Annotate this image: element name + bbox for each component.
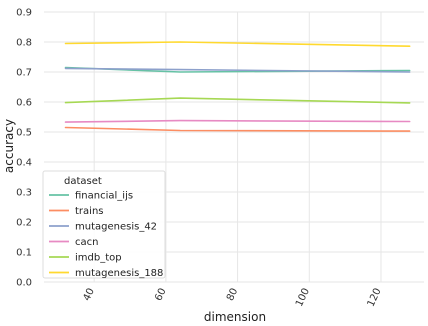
legend-box (42, 170, 166, 279)
legend-title: dataset (64, 176, 102, 187)
y-tick-label: 0.6 (16, 98, 32, 109)
y-axis-label: accuracy (2, 119, 16, 173)
series-line-trains (64, 126, 411, 132)
y-tick-label: 0.7 (16, 68, 32, 79)
x-axis-label: dimension (204, 310, 266, 324)
x-tick-label: 80 (225, 287, 240, 303)
legend-label: cacn (75, 237, 98, 248)
y-tick-labels: 0.0 0.1 0.2 0.3 0.4 0.5 0.6 0.7 0.8 0.9 (16, 8, 32, 289)
y-tick-label: 0.4 (16, 158, 32, 169)
y-tick-label: 0.1 (16, 248, 32, 259)
legend-label: mutagenesis_188 (75, 268, 163, 279)
x-tick-label: 60 (153, 287, 168, 303)
series-line-mutagenesis-42 (64, 67, 411, 73)
y-tick-label: 0.9 (16, 8, 32, 19)
y-tick-label: 0.8 (16, 38, 32, 49)
legend-label: financial_ijs (75, 191, 133, 202)
series-lines (64, 41, 411, 132)
y-tick-label: 0.5 (16, 128, 32, 139)
legend-label: mutagenesis_42 (75, 222, 157, 233)
series-line-imdb-top (64, 97, 411, 104)
legend-label: imdb_top (75, 253, 122, 264)
x-tick-label: 100 (294, 287, 312, 309)
series-line-mutagenesis-188 (64, 41, 411, 48)
y-tick-label: 0.0 (16, 278, 32, 289)
y-tick-label: 0.2 (16, 218, 32, 229)
y-tick-label: 0.3 (16, 188, 32, 199)
x-tick-label: 120 (366, 287, 384, 309)
x-tick-labels: 40 60 80 100 120 (82, 287, 384, 309)
x-tick-label: 40 (82, 287, 97, 303)
series-line-cacn (64, 119, 411, 123)
legend-label: trains (75, 206, 104, 217)
grid (44, 11, 424, 283)
